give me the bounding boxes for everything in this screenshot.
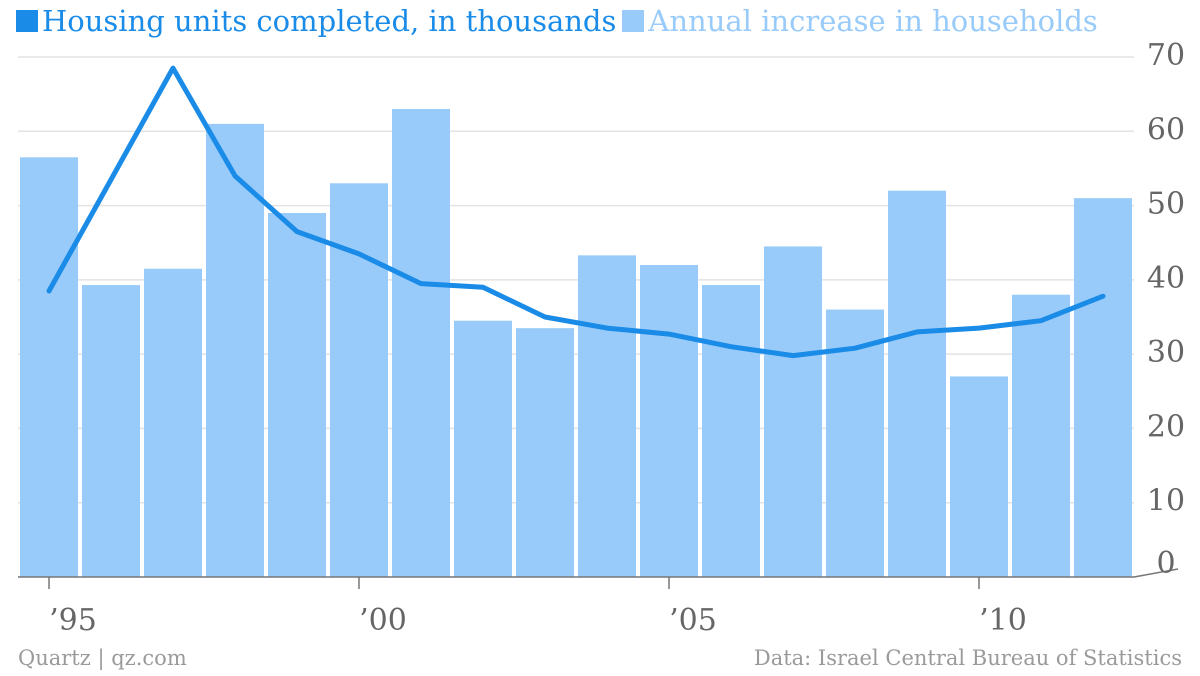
x-tick-labels: ’95 ’00 ’05 ’10 bbox=[48, 577, 1027, 638]
legend-label-households: Annual increase in households bbox=[648, 4, 1098, 38]
x-tick-label-2000: ’00 bbox=[359, 603, 407, 638]
y-tick-label-40: 40 bbox=[1147, 261, 1185, 296]
y-tick-label-70: 70 bbox=[1147, 38, 1185, 73]
source-left: Quartz | qz.com bbox=[18, 646, 187, 670]
bar-1998 bbox=[206, 123, 264, 577]
bar-2002 bbox=[454, 320, 512, 577]
line-housing-units bbox=[46, 65, 1106, 359]
y-tick-label-20: 20 bbox=[1147, 409, 1185, 444]
x-tick-label-1995: ’95 bbox=[49, 603, 97, 638]
y-tick-label-60: 60 bbox=[1147, 112, 1185, 147]
bars bbox=[20, 109, 1132, 578]
bar-1995 bbox=[20, 157, 78, 578]
bar-2008 bbox=[826, 309, 884, 577]
bar-2005 bbox=[640, 265, 698, 577]
bar-2004 bbox=[578, 255, 636, 578]
x-tick-label-2010: ’10 bbox=[979, 603, 1027, 638]
x-tick-label-2005: ’05 bbox=[669, 603, 717, 638]
bar-2011 bbox=[1012, 294, 1070, 577]
line-series bbox=[46, 65, 1106, 359]
legend: Housing units completed, in thousands An… bbox=[16, 4, 1104, 38]
y-tick-label-50: 50 bbox=[1147, 187, 1185, 222]
legend-item-households: Annual increase in households bbox=[622, 4, 1098, 38]
legend-item-housing: Housing units completed, in thousands bbox=[16, 4, 616, 38]
bar-2012 bbox=[1074, 198, 1132, 577]
bar-1996 bbox=[82, 285, 140, 577]
bar-2000 bbox=[330, 183, 388, 578]
bar-2010 bbox=[950, 376, 1008, 577]
legend-swatch-housing bbox=[16, 10, 38, 32]
bar-2009 bbox=[888, 190, 946, 577]
y-tick-label-30: 30 bbox=[1147, 335, 1185, 370]
axes bbox=[18, 568, 1179, 578]
bar-1997 bbox=[144, 268, 202, 577]
legend-swatch-households bbox=[622, 10, 645, 32]
bar-2007 bbox=[764, 246, 822, 577]
bar-1999 bbox=[268, 213, 326, 577]
bar-2003 bbox=[516, 328, 574, 577]
y-tick-labels: 0 10 20 30 40 50 60 70 bbox=[1147, 38, 1185, 581]
legend-label-housing: Housing units completed, in thousands bbox=[42, 4, 617, 38]
bar-2006 bbox=[702, 285, 760, 577]
y-tick-label-10: 10 bbox=[1147, 484, 1185, 519]
y-tick-label-0: 0 bbox=[1156, 546, 1175, 581]
source-right: Data: Israel Central Bureau of Statistic… bbox=[753, 646, 1182, 670]
y-axis-zero-tick bbox=[1133, 568, 1179, 578]
grid bbox=[18, 56, 1134, 504]
bar-2001 bbox=[392, 109, 450, 577]
